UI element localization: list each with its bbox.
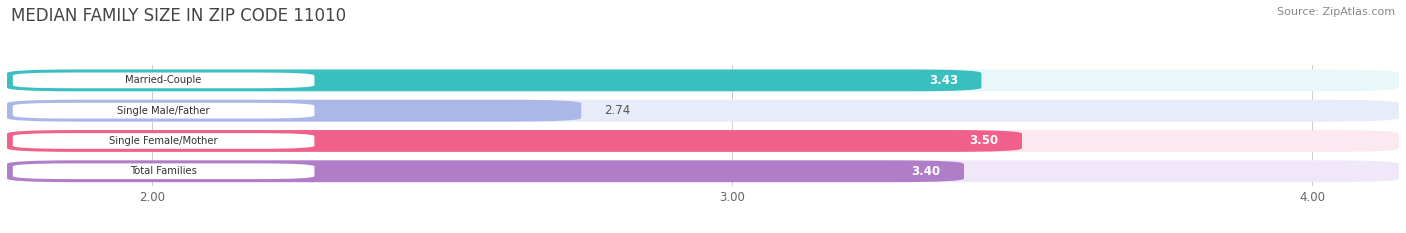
FancyBboxPatch shape (7, 160, 1399, 182)
Text: 2.74: 2.74 (605, 104, 631, 117)
Text: Single Male/Father: Single Male/Father (117, 106, 209, 116)
FancyBboxPatch shape (7, 100, 581, 122)
FancyBboxPatch shape (13, 163, 315, 179)
FancyBboxPatch shape (7, 160, 965, 182)
FancyBboxPatch shape (13, 133, 315, 149)
FancyBboxPatch shape (7, 130, 1399, 152)
FancyBboxPatch shape (7, 130, 1022, 152)
Text: Married-Couple: Married-Couple (125, 75, 202, 85)
Text: Source: ZipAtlas.com: Source: ZipAtlas.com (1277, 7, 1395, 17)
Text: Total Families: Total Families (131, 166, 197, 176)
Text: 3.40: 3.40 (911, 165, 941, 178)
FancyBboxPatch shape (13, 72, 315, 88)
FancyBboxPatch shape (13, 103, 315, 119)
FancyBboxPatch shape (7, 100, 1399, 122)
Text: MEDIAN FAMILY SIZE IN ZIP CODE 11010: MEDIAN FAMILY SIZE IN ZIP CODE 11010 (11, 7, 346, 25)
FancyBboxPatch shape (7, 69, 981, 91)
Text: 3.50: 3.50 (970, 134, 998, 147)
Text: 3.43: 3.43 (929, 74, 959, 87)
FancyBboxPatch shape (7, 69, 1399, 91)
Text: Single Female/Mother: Single Female/Mother (110, 136, 218, 146)
